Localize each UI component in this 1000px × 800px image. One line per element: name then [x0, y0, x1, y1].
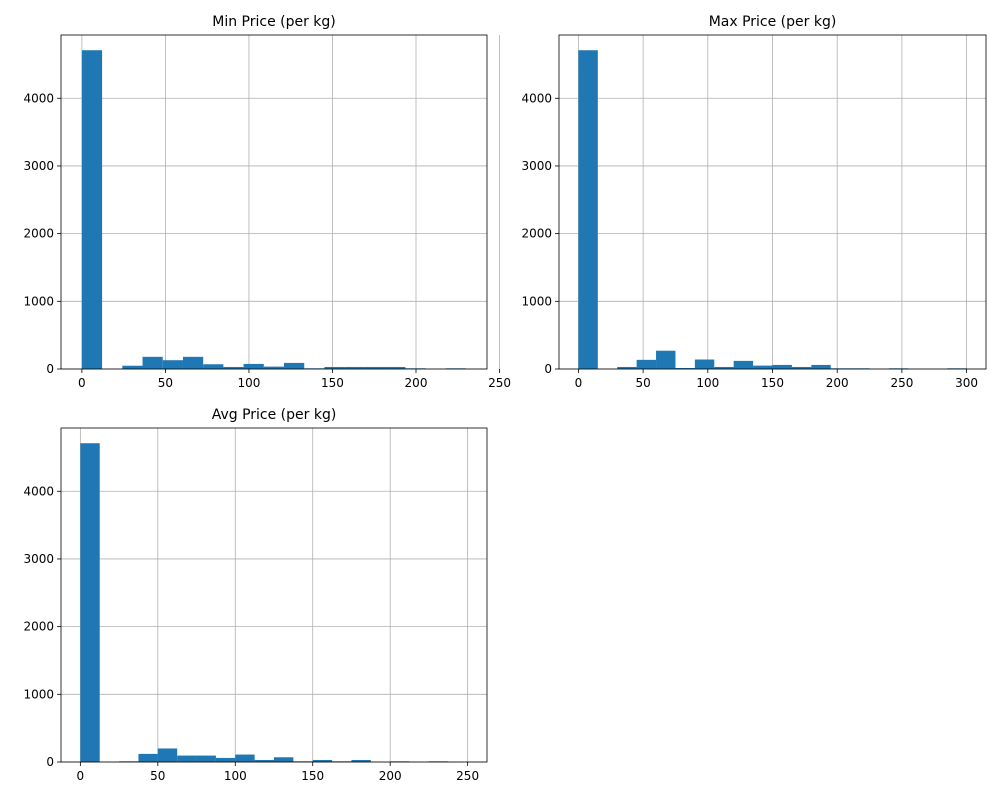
x-tick-label: 50 [150, 769, 165, 783]
histogram-bar [223, 366, 244, 369]
histogram-bar [235, 754, 255, 762]
histogram-bar [284, 362, 305, 369]
histogram-panel-1: 0 50 100 150 200 250 0 1000 2000 3000 4000 Min Pric… [23, 14, 511, 390]
histogram-bar [243, 363, 264, 369]
histogram-panel-3: 0 50 100 150 200 250 0 1000 2000 3000 4000 Avg Pric… [23, 407, 488, 783]
histogram-bar [157, 748, 178, 762]
x-tick-label: 250 [890, 376, 913, 390]
x-tick-label: 0 [575, 376, 583, 390]
x-tick-label: 200 [379, 769, 402, 783]
histogram-bar [694, 359, 715, 369]
histogram-bar [81, 50, 103, 369]
x-tick-label: 250 [488, 376, 511, 390]
histogram-bar [385, 366, 406, 369]
histogram-bar [215, 757, 236, 762]
x-tick-label: 200 [826, 376, 849, 390]
histogram-bar [138, 753, 158, 762]
histogram-bar [617, 366, 637, 369]
histogram-bar [162, 360, 183, 369]
chart-title: Max Price (per kg) [709, 14, 837, 30]
y-tick-label: 1000 [521, 294, 552, 308]
x-tick-label: 300 [955, 376, 978, 390]
histogram-bar [142, 356, 163, 369]
y-tick-label: 0 [46, 362, 54, 376]
x-tick-label: 50 [158, 376, 173, 390]
x-tick-label: 100 [237, 376, 260, 390]
y-tick-label: 1000 [23, 294, 54, 308]
histogram-bar [675, 367, 695, 369]
histogram-bar [791, 366, 812, 369]
x-tick-label: 150 [321, 376, 344, 390]
histogram-bar [753, 365, 773, 369]
y-tick-label: 3000 [23, 552, 54, 566]
y-tick-label: 2000 [23, 227, 54, 241]
y-tick-label: 0 [46, 755, 54, 769]
histogram-bar [324, 366, 345, 369]
y-tick-label: 3000 [23, 159, 54, 173]
y-tick-label: 4000 [521, 91, 552, 105]
histogram-bar [80, 443, 100, 762]
histogram-bar [344, 366, 365, 369]
x-tick-label: 200 [405, 376, 428, 390]
x-tick-label: 50 [635, 376, 650, 390]
histogram-bar [254, 759, 274, 762]
y-tick-label: 4000 [23, 91, 54, 105]
y-tick-label: 3000 [521, 159, 552, 173]
histogram-bar [811, 364, 831, 369]
histogram-bar [122, 365, 143, 369]
x-tick-label: 0 [77, 769, 85, 783]
histogram-bar [714, 366, 734, 369]
histogram-bar [177, 755, 197, 762]
histogram-bar [203, 364, 224, 369]
x-tick-label: 0 [78, 376, 86, 390]
y-tick-label: 0 [544, 362, 552, 376]
y-tick-label: 1000 [23, 687, 54, 701]
histogram-bar [636, 359, 657, 369]
y-tick-label: 2000 [521, 227, 552, 241]
axes-frame [60, 427, 488, 763]
y-tick-label: 2000 [23, 620, 54, 634]
histogram-bar [351, 759, 371, 762]
histogram-bar [578, 50, 598, 369]
histogram-bar [182, 356, 204, 369]
histogram-bar [263, 366, 285, 369]
histogram-bar [312, 759, 333, 762]
axes-frame [60, 34, 488, 370]
x-tick-label: 250 [456, 769, 479, 783]
x-tick-label: 100 [224, 769, 247, 783]
histogram-bar [733, 360, 754, 369]
histogram-bar [274, 757, 294, 762]
histogram-bar [772, 364, 792, 369]
chart-title: Avg Price (per kg) [212, 407, 337, 423]
x-tick-label: 150 [761, 376, 784, 390]
histogram-bar [196, 755, 216, 762]
y-tick-label: 4000 [23, 484, 54, 498]
histogram-bar [364, 366, 386, 369]
histogram-bar [656, 350, 676, 369]
x-tick-label: 100 [696, 376, 719, 390]
x-tick-label: 150 [301, 769, 324, 783]
chart-title: Min Price (per kg) [212, 14, 336, 30]
